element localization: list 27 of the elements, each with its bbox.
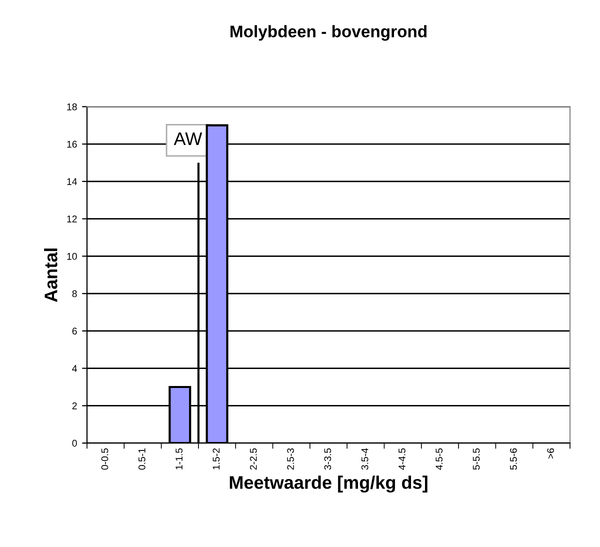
y-tick-label: 0 xyxy=(72,440,77,447)
x-tick-label: 1.5-2 xyxy=(212,448,220,470)
y-tick-label: 16 xyxy=(67,140,77,148)
x-tick-label: 4-4.5 xyxy=(398,448,406,470)
x-tick-label: 0.5-1 xyxy=(138,448,146,470)
y-tick-label: 2 xyxy=(72,402,77,410)
y-tick-label: 14 xyxy=(67,178,77,185)
x-tick-label: 5-5.5 xyxy=(472,448,480,470)
x-tick-label: 4.5-5 xyxy=(436,448,443,470)
y-tick-label: 4 xyxy=(72,365,77,372)
x-tick-label: 0-0.5 xyxy=(101,448,108,470)
x-axis-title: Meetwaarde [mg/kg ds] xyxy=(230,476,428,493)
y-tick-label: 6 xyxy=(72,328,77,335)
x-tick-label: 3.5-4 xyxy=(361,448,368,470)
y-axis-title: Aantal xyxy=(44,248,58,302)
y-tick-label: 12 xyxy=(67,216,77,222)
x-tick-label: >6 xyxy=(547,448,554,459)
x-tick-label: 5.5-6 xyxy=(510,448,517,470)
x-tick-label: 2.5-3 xyxy=(287,448,294,470)
y-tick-label: 18 xyxy=(67,103,77,110)
ref-line-label: AW xyxy=(174,132,202,145)
x-tick-label: 1-1.5 xyxy=(176,448,182,470)
y-tick-label: 8 xyxy=(72,290,77,298)
y-tick-label: 10 xyxy=(67,252,77,260)
x-tick-label: 3-3.5 xyxy=(324,448,332,470)
chart-title: Molybdeen - bovengrond xyxy=(230,25,426,41)
x-tick-label: 2-2.5 xyxy=(250,448,257,470)
